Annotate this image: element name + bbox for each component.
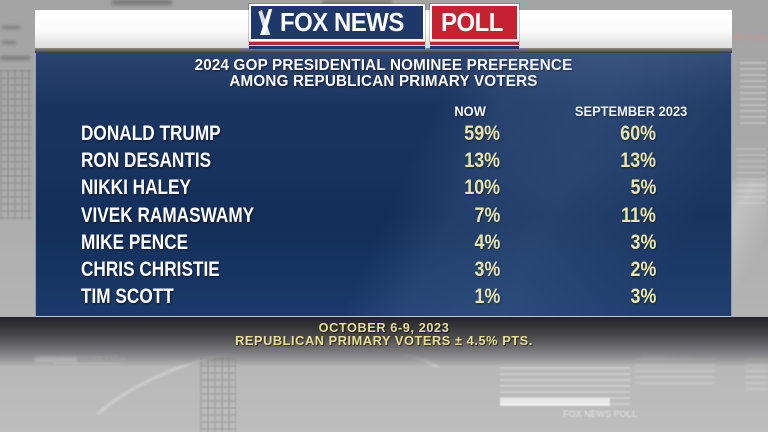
poll-title: 2024 GOP PRESIDENTIAL NOMINEE PREFERENCE…	[36, 58, 731, 90]
footer-band	[0, 317, 768, 367]
logo-product-text: POLL	[440, 7, 503, 37]
value-previous: 11%	[621, 203, 656, 227]
poll-title-line2: AMONG REPUBLICAN PRIMARY VOTERS	[229, 73, 538, 90]
value-previous: 3%	[630, 230, 656, 254]
poll-row: MIKE PENCE 4% 3%	[81, 229, 656, 256]
value-now: 1%	[474, 285, 500, 309]
logo-underline-blue	[248, 46, 425, 49]
candidate-name: CHRIS CHRISTIE	[81, 258, 220, 282]
value-now: 10%	[464, 176, 500, 200]
candidate-name: RON DESANTIS	[81, 148, 212, 172]
candidate-name: VIVEK RAMASWAMY	[81, 203, 255, 227]
value-now: 7%	[474, 203, 500, 227]
background-tick-marks	[2, 41, 16, 44]
poll-panel: 2024 GOP PRESIDENTIAL NOMINEE PREFERENCE…	[35, 53, 732, 317]
value-now: 59%	[464, 121, 500, 145]
background-tick-marks	[0, 56, 30, 60]
column-header-now: NOW	[454, 103, 486, 119]
poll-row: VIVEK RAMASWAMY 7% 11%	[81, 202, 656, 229]
background-dot-grid	[0, 70, 32, 220]
candidate-name: MIKE PENCE	[81, 230, 189, 254]
candidate-name: TIM SCOTT	[81, 285, 174, 309]
background-watermark-ws-poll: WS POLL	[733, 33, 768, 42]
background-smudge	[322, 0, 392, 5]
background-tick-marks	[2, 26, 20, 29]
background-dot-grid	[200, 358, 236, 432]
logo-underline-red	[248, 42, 425, 45]
poll-row: CHRIS CHRISTIE 3% 2%	[81, 256, 656, 283]
logo-product-block: POLL	[429, 4, 520, 49]
poll-row: TIM SCOTT 1% 3%	[81, 284, 656, 311]
value-previous: 60%	[620, 121, 656, 145]
footer-source-note: OCTOBER 6-9, 2023 REPUBLICAN PRIMARY VOT…	[0, 321, 768, 347]
value-now: 3%	[474, 258, 500, 282]
header-spacer	[81, 103, 440, 119]
background-watermark-news-poll: FOX NEWS POLL	[563, 409, 638, 419]
poll-rows: DONALD TRUMP 59% 60% RON DESANTIS 13% 13…	[81, 120, 656, 311]
background-underline	[500, 398, 610, 406]
poll-row: NIKKI HALEY 10% 5%	[81, 175, 656, 202]
value-now: 13%	[464, 148, 500, 172]
background-text-block	[736, 148, 766, 204]
poll-row: RON DESANTIS 13% 13%	[81, 147, 656, 174]
fox-news-poll-logo: FOX NEWS POLL	[248, 4, 520, 49]
footer-sample-note: REPUBLICAN PRIMARY VOTERS ± 4.5% PTS.	[235, 333, 533, 348]
poll-box: POLL	[429, 4, 520, 41]
footer-date: OCTOBER 6-9, 2023	[318, 320, 450, 335]
poll-row: DONALD TRUMP 59% 60%	[81, 120, 656, 147]
poll-title-line1: 2024 GOP PRESIDENTIAL NOMINEE PREFERENCE	[194, 57, 573, 74]
value-previous: 2%	[630, 258, 656, 282]
logo-underline-red	[429, 42, 520, 45]
candidate-name: DONALD TRUMP	[81, 121, 221, 145]
background-text-block	[740, 62, 766, 128]
column-header-september-2023: SEPTEMBER 2023	[574, 103, 688, 119]
fox-news-box: FOX NEWS	[248, 4, 425, 41]
candidate-name: NIKKI HALEY	[81, 176, 192, 200]
value-now: 4%	[474, 230, 500, 254]
value-previous: 3%	[630, 285, 656, 309]
searchlight-icon	[258, 9, 273, 35]
logo-brand-text: FOX NEWS	[279, 7, 404, 37]
logo-brand-block: FOX NEWS	[248, 4, 425, 49]
poll-column-headers: NOW SEPTEMBER 2023	[81, 103, 688, 119]
value-previous: 13%	[620, 148, 656, 172]
background-smudge	[112, 0, 172, 5]
banner-shadow	[35, 48, 732, 53]
value-previous: 5%	[630, 176, 656, 200]
logo-underline-blue	[429, 46, 520, 49]
